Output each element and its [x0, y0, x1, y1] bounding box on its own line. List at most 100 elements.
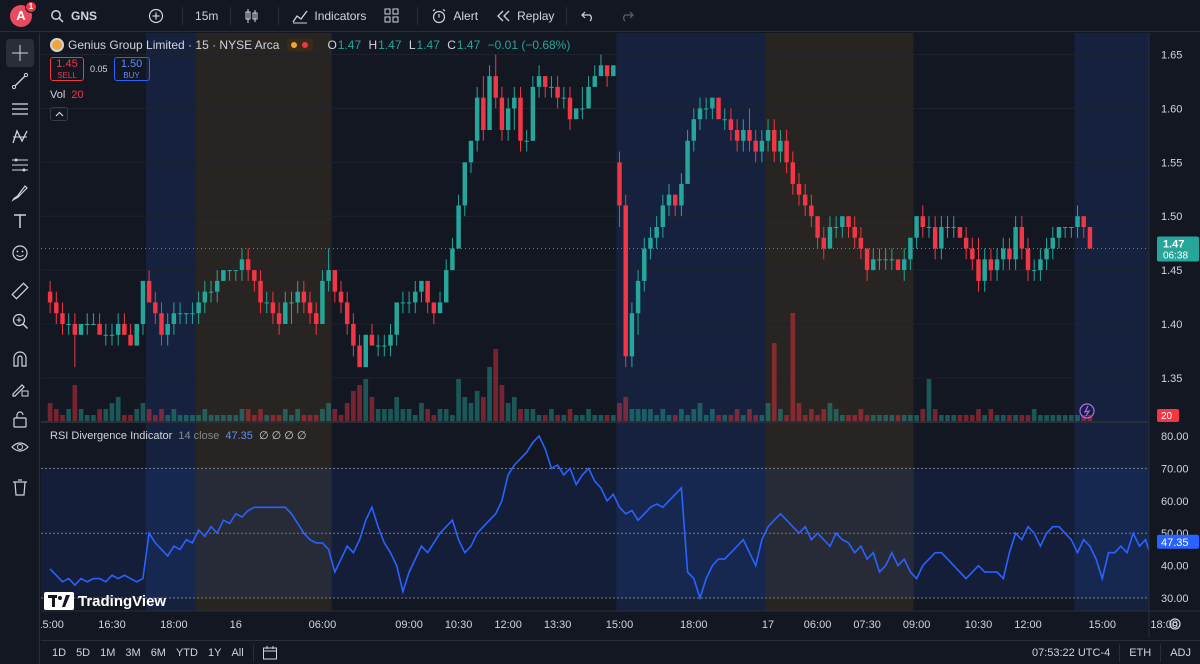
- price-tick-label: 1.40: [1161, 319, 1182, 331]
- candle-body: [1019, 227, 1025, 249]
- indicators-button[interactable]: Indicators: [283, 0, 374, 32]
- symbol-search[interactable]: GNS: [40, 0, 105, 32]
- volume-bar: [734, 409, 740, 421]
- emoji-tool[interactable]: [6, 239, 34, 267]
- close-label: C: [447, 38, 456, 52]
- fib-tool[interactable]: [6, 151, 34, 179]
- avatar-letter: A: [16, 8, 26, 23]
- adjust-toggle[interactable]: ADJ: [1170, 647, 1191, 659]
- redo-button[interactable]: [610, 0, 649, 32]
- lock-drawings-tool[interactable]: [6, 405, 34, 433]
- candle-body: [1069, 227, 1074, 228]
- buy-button[interactable]: 1.50 BUY: [113, 57, 150, 81]
- candle-body: [970, 248, 975, 260]
- zoom-tool[interactable]: [6, 307, 34, 335]
- candle-body: [889, 259, 895, 261]
- open-label: O: [327, 38, 337, 52]
- volume-bar: [276, 415, 282, 421]
- horizontal-lines-tool[interactable]: [6, 95, 34, 123]
- chart-canvas[interactable]: 1.651.601.551.501.451.401.351.4706:38208…: [36, 33, 1200, 638]
- volume-bar: [196, 415, 201, 421]
- replay-button[interactable]: Replay: [486, 0, 562, 32]
- high-label: H: [368, 38, 378, 52]
- candle-body: [481, 97, 486, 130]
- sell-button[interactable]: 1.45 SELL: [50, 57, 84, 81]
- brush-tool[interactable]: [6, 179, 34, 207]
- tradingview-logo[interactable]: TradingView: [44, 592, 166, 610]
- range-1y[interactable]: 1Y: [207, 646, 222, 659]
- time-tick-label: 12:00: [494, 619, 522, 631]
- go-to-date-icon[interactable]: [262, 645, 278, 661]
- candle-body: [283, 302, 288, 324]
- remove-drawings-tool[interactable]: [6, 473, 34, 501]
- magnet-tool[interactable]: [6, 345, 34, 373]
- range-6m[interactable]: 6M: [150, 646, 166, 659]
- volume-bar: [91, 415, 96, 421]
- session-toggle[interactable]: ETH: [1129, 647, 1152, 659]
- volume-bar: [518, 409, 523, 421]
- hide-drawings-tool[interactable]: [6, 433, 34, 461]
- lightning-icon[interactable]: [1079, 403, 1095, 419]
- candle-body: [344, 302, 350, 324]
- candle-body: [1001, 248, 1006, 260]
- volume-bar: [351, 391, 356, 421]
- candle-body: [920, 216, 926, 227]
- stay-in-drawing-tool[interactable]: [6, 375, 34, 403]
- symbol-full-name[interactable]: Genius Group Limited · 15 · NYSE Arca: [68, 38, 280, 52]
- layout-button[interactable]: [374, 0, 413, 32]
- candle-body: [54, 302, 59, 314]
- interval-button[interactable]: 15m: [195, 8, 219, 23]
- rsi-pane: [41, 434, 1200, 601]
- volume-bar: [530, 409, 536, 421]
- volume-bar: [493, 349, 499, 421]
- candle-body: [406, 302, 412, 304]
- candle-body: [85, 324, 90, 325]
- pattern-tool[interactable]: [6, 123, 34, 151]
- price-tick-label: 1.65: [1161, 50, 1182, 62]
- candle-body: [951, 227, 956, 228]
- undo-button[interactable]: [571, 0, 610, 32]
- range-5d[interactable]: 5D: [76, 646, 91, 659]
- session-extended: [616, 33, 765, 611]
- trend-line-tool[interactable]: [6, 67, 34, 95]
- time-tick-label: 17: [762, 619, 774, 631]
- candle-body: [827, 227, 833, 249]
- range-ytd[interactable]: YTD: [175, 646, 198, 659]
- range-3m[interactable]: 3M: [125, 646, 141, 659]
- crosshair-tool[interactable]: [6, 39, 34, 67]
- volume-bar: [363, 379, 369, 421]
- candle-body: [567, 97, 573, 120]
- volume-bar: [536, 415, 542, 421]
- ruler-tool[interactable]: [6, 277, 34, 305]
- time-axis: 15:00 16:30 18:00 16 06:00 09:00 10:30 12:00 13:…: [36, 610, 1200, 631]
- chart-type-button[interactable]: [235, 0, 274, 32]
- volume-bar: [1013, 415, 1018, 421]
- candle-body: [518, 97, 523, 141]
- close-value: 1.47: [456, 38, 481, 52]
- gear-icon[interactable]: [1169, 618, 1181, 630]
- text-tool[interactable]: [6, 207, 34, 235]
- candle-body: [369, 334, 375, 346]
- pencil-lock-icon: [12, 384, 29, 397]
- compare-button[interactable]: [139, 0, 178, 32]
- candle-body: [648, 237, 653, 249]
- collapse-legend-button[interactable]: [50, 107, 68, 121]
- alert-button[interactable]: Alert: [422, 0, 486, 32]
- clock-timezone[interactable]: 07:53:22 UTC-4: [1031, 647, 1111, 659]
- volume-legend[interactable]: Vol 20: [50, 89, 84, 101]
- candle-body: [295, 291, 300, 303]
- user-avatar[interactable]: A 1: [10, 0, 37, 27]
- volume-bar: [202, 409, 208, 421]
- rsi-legend[interactable]: RSI Divergence Indicator 14 close 47.35 …: [50, 429, 306, 442]
- chart-area[interactable]: 1.65 1.60 1.55 1.50 1.45 1.40 1.35 1.47 06:38 20 8…: [36, 33, 1200, 638]
- range-all[interactable]: All: [231, 646, 244, 659]
- time-tick-label: 06:00: [309, 619, 337, 631]
- volume-bar: [976, 409, 981, 421]
- range-1m[interactable]: 1M: [100, 646, 116, 659]
- volume-bar: [679, 409, 684, 421]
- candle-body: [549, 86, 554, 88]
- candle-body: [443, 270, 449, 303]
- candle-body: [679, 183, 684, 206]
- candle-body: [642, 248, 647, 281]
- range-1d[interactable]: 1D: [52, 646, 67, 659]
